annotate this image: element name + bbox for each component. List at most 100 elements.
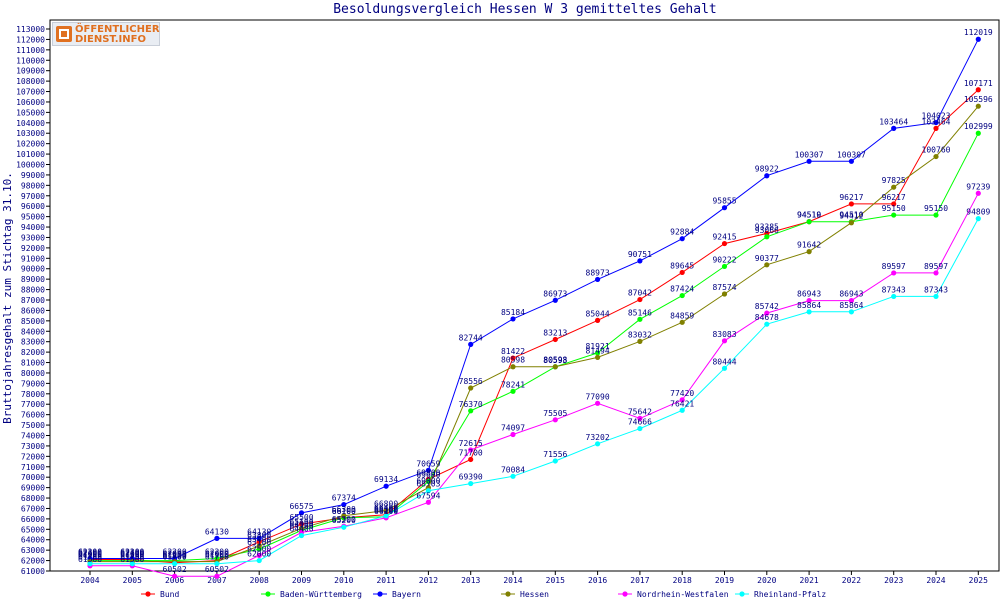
- data-label: 82744: [459, 333, 483, 342]
- data-label: 88973: [586, 268, 610, 277]
- data-point: [933, 293, 939, 300]
- data-point: [595, 350, 601, 356]
- data-label: 64700: [289, 521, 313, 530]
- data-label: 62500: [247, 544, 271, 553]
- data-point: [510, 355, 516, 361]
- data-point: [764, 173, 770, 179]
- data-point: [637, 296, 643, 303]
- chart-title: Besoldungsvergleich Hessen W 3 gemittelt…: [333, 2, 717, 17]
- legend-label: Rheinland-Pfalz: [754, 590, 826, 599]
- y-tick-label: 87000: [21, 296, 45, 305]
- data-label: 62000: [247, 550, 271, 559]
- data-label: 64900: [289, 519, 313, 528]
- data-point: [764, 262, 770, 268]
- logo-icon: [56, 26, 72, 42]
- y-tick-label: 88000: [21, 286, 45, 295]
- data-point: [341, 524, 347, 530]
- data-label: 61900: [78, 551, 102, 560]
- x-tick-label: 2022: [842, 576, 861, 585]
- data-point: [595, 317, 601, 323]
- legend-marker: [265, 591, 271, 597]
- data-label: 60502: [205, 565, 229, 574]
- y-tick-label: 108000: [16, 77, 45, 86]
- data-point: [933, 212, 939, 218]
- data-label: 112019: [964, 28, 993, 37]
- data-label: 87343: [924, 285, 948, 294]
- data-point: [172, 561, 178, 567]
- data-label: 78241: [501, 380, 525, 389]
- data-point: [679, 269, 685, 276]
- data-label: 62200: [163, 547, 187, 556]
- data-label: 83083: [712, 330, 736, 339]
- x-tick-label: 2007: [207, 576, 226, 585]
- data-label: 90222: [712, 255, 736, 264]
- data-point: [425, 488, 431, 494]
- series-line: [90, 38, 979, 559]
- data-point: [721, 263, 728, 270]
- data-label: 66400: [374, 504, 398, 513]
- y-tick-label: 77000: [21, 400, 45, 409]
- data-label: 68703: [416, 480, 440, 489]
- y-tick-label: 78000: [21, 390, 45, 399]
- legend-marker: [505, 591, 511, 597]
- data-label: 84678: [755, 313, 779, 322]
- data-label: 87042: [628, 289, 652, 298]
- y-tick-label: 83000: [21, 338, 45, 347]
- y-tick-label: 110000: [16, 56, 45, 65]
- data-label: 63800: [247, 531, 271, 540]
- x-tick-label: 2016: [588, 576, 607, 585]
- logo-line-1: ÖFFENTLICHER: [75, 24, 160, 35]
- y-tick-label: 92000: [21, 244, 45, 253]
- data-label: 61900: [163, 551, 187, 560]
- data-label: 76370: [459, 400, 483, 409]
- y-tick-label: 64000: [21, 536, 45, 545]
- data-point: [425, 478, 431, 484]
- y-tick-label: 61000: [21, 567, 45, 576]
- data-label: 62000: [163, 550, 187, 559]
- data-label: 66300: [374, 505, 398, 514]
- data-point: [552, 458, 558, 464]
- data-label: 94519: [797, 211, 821, 220]
- data-label: 72615: [459, 439, 483, 448]
- data-label: 62000: [205, 550, 229, 559]
- y-tick-label: 102000: [16, 140, 45, 149]
- data-point: [510, 364, 516, 370]
- data-label: 70084: [501, 465, 525, 474]
- data-point: [214, 535, 220, 541]
- data-label: 66200: [374, 506, 398, 515]
- data-label: 85184: [501, 308, 525, 317]
- data-label: 94510: [839, 211, 863, 220]
- data-label: 90751: [628, 250, 652, 259]
- data-point: [510, 473, 516, 479]
- data-label: 87343: [882, 285, 906, 294]
- data-point: [256, 552, 262, 558]
- data-label: 63100: [247, 538, 271, 547]
- data-label: 92884: [670, 228, 694, 237]
- data-label: 89645: [670, 261, 694, 270]
- legend-marker: [145, 591, 151, 597]
- data-label: 64130: [247, 527, 271, 536]
- x-tick-label: 2012: [419, 576, 438, 585]
- data-point: [721, 291, 728, 297]
- legend-label: Nordrhein-Westfalen: [637, 590, 729, 599]
- data-label: 90377: [755, 254, 779, 263]
- y-tick-label: 70000: [21, 473, 45, 482]
- data-point: [383, 513, 389, 519]
- data-label: 96217: [839, 193, 863, 202]
- series-line: [90, 218, 979, 565]
- data-point: [341, 513, 347, 519]
- y-tick-label: 84000: [21, 327, 45, 336]
- data-point: [637, 425, 643, 432]
- y-tick-label: 67000: [21, 504, 45, 513]
- data-point: [595, 400, 601, 406]
- data-label: 62000: [78, 550, 102, 559]
- data-label: 91642: [797, 241, 821, 250]
- y-tick-label: 62000: [21, 557, 45, 566]
- data-label: 105596: [964, 95, 993, 104]
- data-point: [468, 447, 474, 453]
- data-label: 61900: [120, 551, 144, 560]
- data-label: 69000: [416, 477, 440, 486]
- data-point: [679, 319, 685, 325]
- y-tick-label: 99000: [21, 171, 45, 180]
